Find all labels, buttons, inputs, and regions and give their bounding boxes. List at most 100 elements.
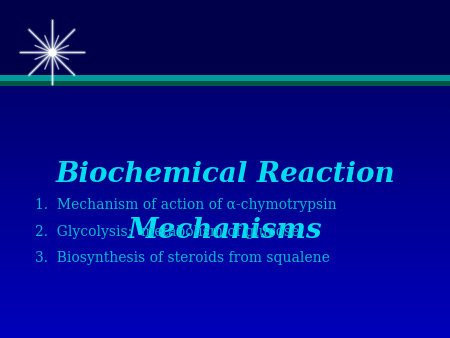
Bar xyxy=(0,252,450,254)
Bar xyxy=(0,199,450,201)
Bar xyxy=(0,134,450,135)
Bar xyxy=(0,248,450,250)
Bar xyxy=(0,172,450,174)
Bar xyxy=(0,287,450,289)
Bar xyxy=(0,330,450,331)
Bar xyxy=(0,3,450,5)
Bar xyxy=(0,57,450,59)
Bar xyxy=(0,76,450,78)
Bar xyxy=(0,93,450,95)
Bar xyxy=(0,326,450,328)
Bar xyxy=(0,291,450,292)
Bar xyxy=(0,230,450,232)
Bar xyxy=(0,301,450,303)
Bar xyxy=(0,201,450,203)
Bar xyxy=(0,282,450,284)
Bar xyxy=(0,184,450,186)
Bar xyxy=(0,49,450,51)
Bar xyxy=(0,155,450,157)
Text: 2.  Glycolysis:  metabolism of glucose: 2. Glycolysis: metabolism of glucose xyxy=(35,225,299,239)
Bar xyxy=(0,152,450,154)
Bar xyxy=(0,220,450,221)
Bar xyxy=(0,142,450,144)
Bar xyxy=(0,27,450,29)
Bar xyxy=(0,328,450,330)
Bar xyxy=(0,128,450,130)
Bar xyxy=(0,211,450,213)
Bar xyxy=(0,171,450,172)
Bar xyxy=(0,61,450,63)
Bar xyxy=(0,73,450,74)
Bar xyxy=(0,91,450,93)
Bar xyxy=(0,228,450,230)
Bar xyxy=(0,188,450,189)
Bar xyxy=(0,265,450,267)
Bar xyxy=(0,179,450,181)
Bar xyxy=(0,125,450,127)
Bar xyxy=(0,264,450,265)
Bar xyxy=(0,112,450,113)
Bar xyxy=(0,147,450,149)
Bar xyxy=(0,186,450,188)
Circle shape xyxy=(50,50,54,55)
Bar xyxy=(0,281,450,282)
Bar xyxy=(0,313,450,314)
Bar xyxy=(0,68,450,69)
Bar xyxy=(0,314,450,316)
Bar xyxy=(0,108,450,110)
Bar xyxy=(0,250,450,252)
Bar xyxy=(0,272,450,274)
Bar xyxy=(0,41,450,42)
Bar xyxy=(0,196,450,198)
Bar xyxy=(0,95,450,96)
Bar xyxy=(0,297,450,299)
Bar xyxy=(0,159,450,161)
Bar xyxy=(0,20,450,22)
Bar xyxy=(0,166,450,167)
Bar xyxy=(0,218,450,220)
Bar xyxy=(0,176,450,177)
Bar xyxy=(0,304,450,306)
Bar xyxy=(0,64,450,66)
Text: Biochemical Reaction: Biochemical Reaction xyxy=(55,162,395,189)
Bar xyxy=(0,54,450,56)
Bar xyxy=(0,100,450,101)
Bar xyxy=(0,123,450,125)
Bar xyxy=(0,14,450,15)
Bar xyxy=(0,174,450,176)
Bar xyxy=(0,319,450,321)
Bar xyxy=(0,34,450,35)
Bar xyxy=(0,144,450,145)
Bar xyxy=(0,47,450,49)
Bar xyxy=(0,118,450,120)
Bar xyxy=(0,306,450,308)
Bar xyxy=(0,10,450,12)
Bar xyxy=(0,101,450,103)
Bar xyxy=(0,19,450,20)
Bar xyxy=(0,69,450,71)
Bar xyxy=(0,51,450,52)
Bar xyxy=(0,24,450,25)
Bar xyxy=(0,145,450,147)
Bar xyxy=(0,206,450,208)
Bar xyxy=(0,130,450,132)
Bar xyxy=(0,235,450,237)
Bar xyxy=(0,198,450,199)
Bar xyxy=(0,117,450,118)
Bar xyxy=(0,242,450,243)
Bar xyxy=(0,75,450,81)
Bar xyxy=(0,286,450,287)
Bar xyxy=(0,318,450,319)
Bar xyxy=(0,5,450,7)
Bar xyxy=(0,39,450,41)
Bar xyxy=(0,164,450,166)
Bar xyxy=(0,277,450,279)
Bar xyxy=(0,83,450,84)
Bar xyxy=(0,120,450,122)
Bar xyxy=(0,323,450,324)
Bar xyxy=(0,42,450,44)
Bar xyxy=(0,103,450,105)
Bar xyxy=(0,30,450,32)
Bar xyxy=(0,12,450,14)
Bar xyxy=(0,279,450,281)
